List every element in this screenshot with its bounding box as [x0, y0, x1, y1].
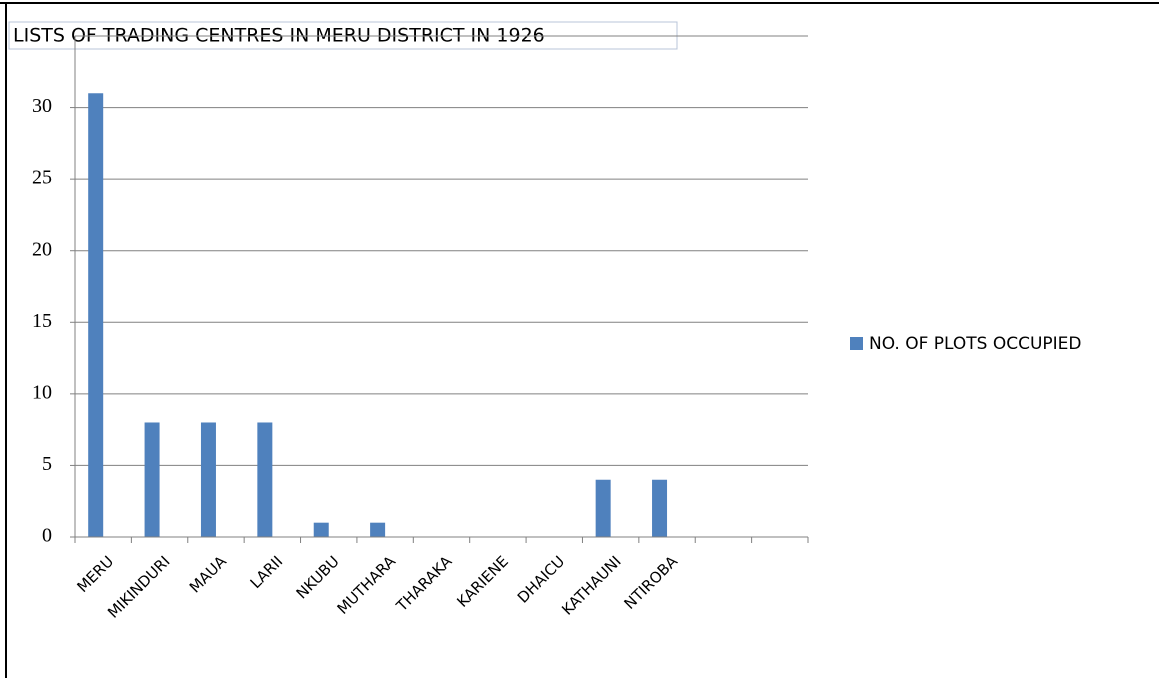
bar — [370, 522, 386, 537]
y-tick-label: 5 — [42, 453, 52, 475]
y-tick-label: 0 — [42, 525, 52, 547]
bar — [88, 93, 104, 537]
bar — [257, 422, 273, 537]
y-tick-label: 30 — [32, 95, 52, 117]
bar — [200, 422, 216, 537]
y-tick-label: 10 — [32, 381, 52, 403]
legend-swatch — [850, 337, 863, 350]
y-tick-label: 25 — [32, 167, 52, 189]
y-tick-label: 15 — [32, 310, 52, 332]
bar — [144, 422, 160, 537]
bar — [313, 522, 329, 537]
bar — [595, 479, 611, 537]
y-tick-label: 20 — [32, 238, 52, 260]
legend-label: NO. OF PLOTS OCCUPIED — [869, 334, 1082, 354]
bar — [652, 479, 668, 537]
